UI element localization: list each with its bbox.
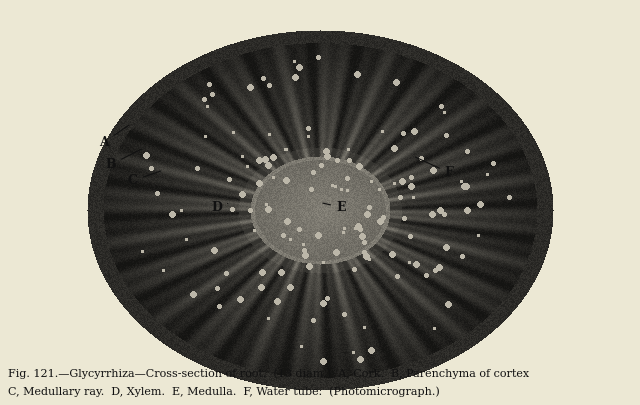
Text: C, Medullary ray.  D, Xylem.  E, Medulla.  F, Water tube.  (Photomicrograph.): C, Medullary ray. D, Xylem. E, Medulla. … xyxy=(8,386,440,397)
Text: D: D xyxy=(211,200,228,213)
Text: B: B xyxy=(106,149,141,171)
Text: E: E xyxy=(323,200,346,213)
Text: A: A xyxy=(99,125,129,149)
Text: C: C xyxy=(128,171,161,187)
Text: Fig. 121.—Glycyrrhiza—Cross-section of root.  (13 diam.)  A, Cork.  B, Parenchym: Fig. 121.—Glycyrrhiza—Cross-section of r… xyxy=(8,369,529,379)
Text: F: F xyxy=(415,157,454,179)
